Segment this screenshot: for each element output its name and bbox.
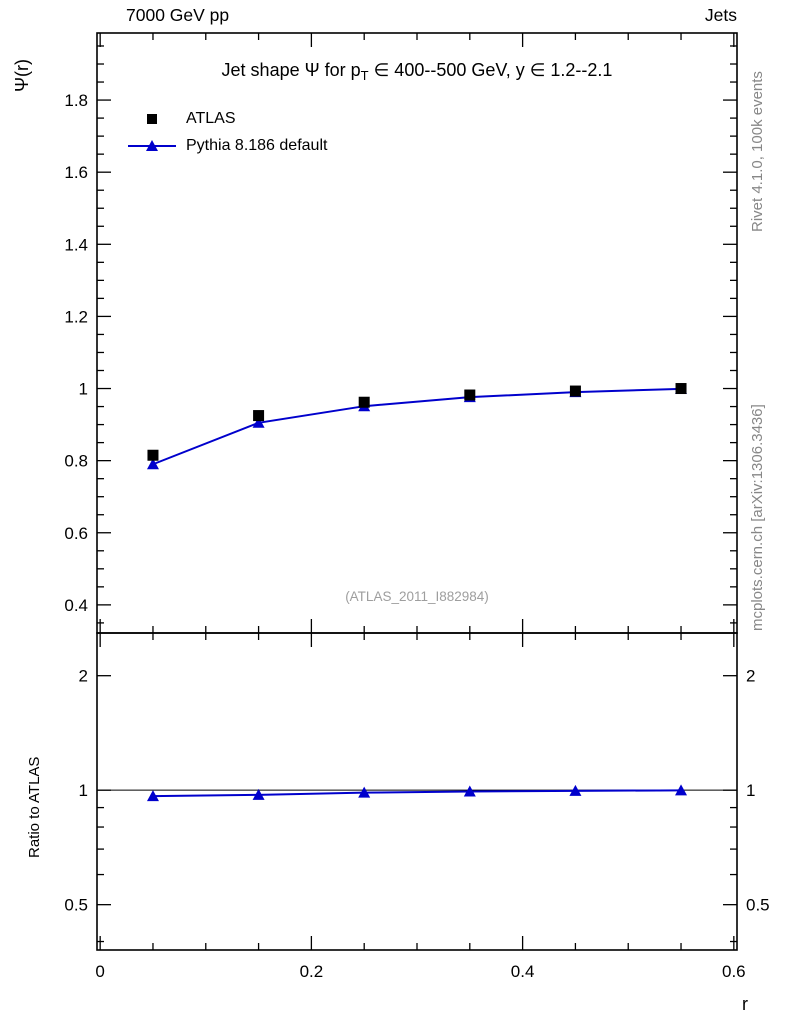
beam-energy-label: 7000 GeV pp: [126, 5, 230, 25]
ratio-tick-label-left: 0.5: [64, 896, 88, 915]
y-tick-label: 0.4: [64, 596, 88, 615]
legend-label-pythia: Pythia 8.186 default: [186, 136, 328, 154]
plot-title-post: ∈ 400--500 GeV, y ∈ 1.2--2.1: [368, 60, 613, 80]
ratio-line: [152, 789, 682, 798]
ratio-tick-label-left: 2: [79, 667, 88, 686]
tick-labels: 0 0.2 0.4 0.6 0.4 0.6 0.8 1 1.2 1.4 1.6 1.8 0.5 0.5 1 1…: [64, 91, 769, 981]
x-tick-label: 0.4: [511, 962, 535, 981]
pythia-line: [152, 387, 682, 466]
x-tick-label: 0.2: [300, 962, 324, 981]
legend-triangle-marker-icon: [146, 140, 158, 151]
legend-square-marker-icon: [147, 113, 157, 124]
x-axis-label: r: [742, 994, 748, 1014]
atlas-marker: [253, 410, 265, 422]
ratio-tick-label-right: 1: [746, 781, 755, 800]
atlas-marker: [675, 383, 687, 395]
legend: ATLAS Pythia 8.186 default: [128, 105, 327, 159]
y-tick-label: 1.4: [64, 235, 88, 254]
x-tick-label: 0: [95, 962, 104, 981]
x-tick-label: 0.6: [722, 962, 746, 981]
ratio-marker: [358, 786, 371, 798]
axis-ticks: [97, 33, 737, 950]
ratio-tick-label-right: 0.5: [746, 896, 770, 915]
y-tick-label: 0.8: [64, 452, 88, 471]
atlas-series: [147, 383, 687, 461]
ratio-tick-label-right: 2: [746, 667, 755, 686]
y-tick-label: 0.6: [64, 524, 88, 543]
ratio-marker: [146, 790, 159, 802]
legend-item-pythia: Pythia 8.186 default: [128, 132, 327, 159]
plot-title: Jet shape Ψ for pT ∈ 400--500 GeV, y ∈ 1…: [97, 60, 737, 83]
ratio-marker: [569, 784, 582, 796]
atlas-marker: [147, 449, 159, 461]
y-tick-label: 1.2: [64, 307, 88, 326]
y-axis-label-top: Ψ(r): [12, 58, 32, 92]
plot-title-subscript: T: [360, 68, 369, 83]
atlas-marker: [569, 385, 581, 397]
y-tick-label: 1.8: [64, 91, 88, 110]
ratio-tick-label-left: 1: [79, 781, 88, 800]
atlas-marker: [358, 396, 370, 408]
ratio-marker: [675, 784, 688, 796]
analysis-id-watermark: (ATLAS_2011_I882984): [345, 589, 489, 604]
mcplots-reference-label: mcplots.cern.ch [arXiv:1306.3436]: [749, 404, 766, 631]
legend-item-atlas: ATLAS: [128, 105, 327, 132]
y-axis-label-ratio: Ratio to ATLAS: [26, 756, 43, 858]
pythia-marker: [146, 458, 159, 470]
plot-title-pre: Jet shape Ψ for p: [221, 60, 361, 80]
pythia-series: [146, 382, 688, 470]
atlas-marker: [464, 389, 476, 401]
pythia-marker: [252, 416, 265, 428]
ratio-marker: [463, 785, 476, 797]
legend-label-atlas: ATLAS: [186, 109, 236, 127]
legend-marker-cell-pythia: [128, 138, 176, 154]
ratio-series: [97, 784, 737, 802]
rivet-version-label: Rivet 4.1.0, 100k events: [749, 71, 766, 232]
ratio-marker: [252, 788, 265, 800]
y-tick-label: 1.6: [64, 163, 88, 182]
y-tick-label: 1: [79, 380, 88, 399]
process-label: Jets: [704, 5, 737, 25]
legend-marker-cell-atlas: [128, 111, 176, 127]
